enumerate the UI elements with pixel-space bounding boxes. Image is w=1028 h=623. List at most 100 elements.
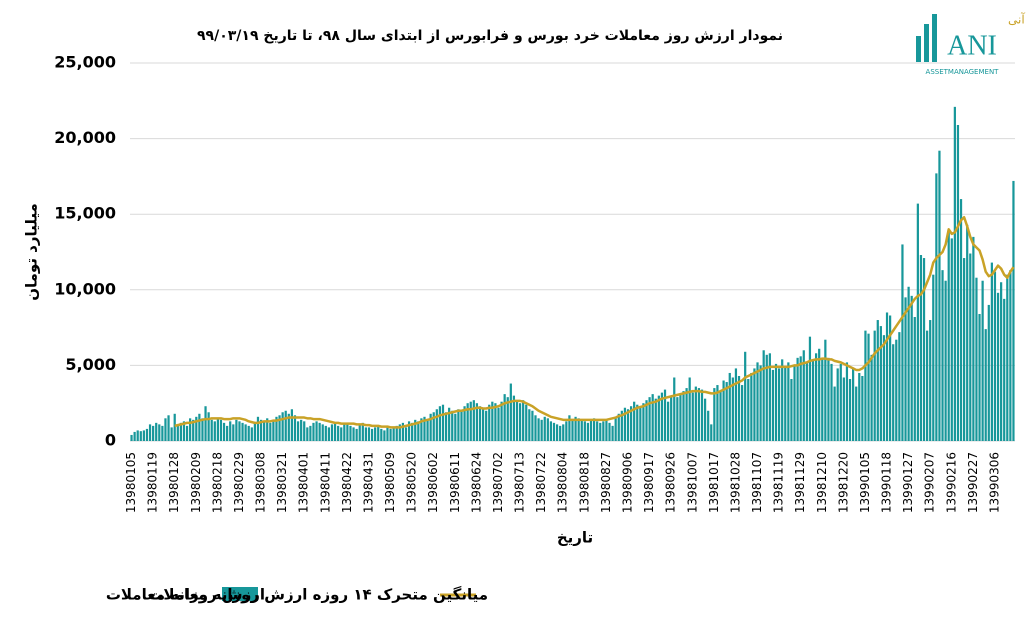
x-tick-label: 13981129: [793, 452, 807, 513]
bar: [978, 313, 981, 441]
x-tick-label: 13980624: [469, 452, 483, 513]
bar: [179, 422, 182, 441]
bar: [599, 422, 602, 441]
bar: [380, 428, 383, 441]
bar: [867, 333, 870, 441]
bar: [367, 427, 371, 441]
bar: [303, 421, 306, 441]
bar: [232, 424, 235, 441]
bar: [1009, 270, 1012, 441]
bar: [395, 425, 398, 441]
x-tick-label: 13980722: [534, 452, 548, 513]
bar: [491, 401, 494, 441]
bar: [182, 421, 186, 441]
bar: [559, 425, 562, 441]
bar: [469, 401, 472, 441]
logo: سبدگردان آنی ANI ASSETMANAGEMENT: [916, 12, 1028, 76]
legend-label: میانگین متحرک ۱۴ روزه ارزش روزانه معاملا…: [148, 586, 488, 604]
bar: [241, 422, 244, 441]
x-tick-label: 13980209: [189, 452, 203, 513]
bar: [666, 401, 670, 441]
bar: [481, 409, 485, 441]
bar: [155, 422, 158, 441]
bar: [263, 421, 266, 441]
x-axis-title: تاریخ: [557, 529, 593, 547]
bar: [148, 424, 152, 441]
bar: [626, 409, 630, 441]
bar: [953, 106, 956, 442]
bar: [389, 428, 392, 441]
bar: [802, 350, 805, 441]
bar: [959, 199, 963, 441]
bar: [219, 419, 223, 441]
bar: [602, 421, 605, 441]
bar: [993, 271, 997, 441]
x-tick-label: 13980611: [448, 452, 462, 513]
bar: [827, 357, 830, 441]
bar: [873, 330, 876, 441]
bar: [503, 394, 506, 441]
bar: [216, 418, 219, 441]
bar: [300, 419, 303, 441]
bar: [256, 416, 260, 441]
bar: [929, 320, 932, 441]
bar: [207, 412, 210, 441]
bar: [814, 353, 818, 441]
bar: [318, 422, 321, 441]
bar: [411, 422, 414, 441]
bar: [522, 400, 525, 441]
bar: [281, 412, 284, 441]
bar: [466, 403, 469, 441]
bar: [377, 425, 380, 441]
x-tick-label: 13990306: [987, 452, 1001, 513]
bar: [682, 391, 685, 441]
bar: [259, 419, 263, 441]
bar: [944, 280, 947, 441]
bar: [605, 419, 608, 441]
bar: [429, 413, 432, 441]
x-tick-label: 13980431: [361, 452, 375, 513]
bar: [235, 419, 238, 441]
bar: [824, 339, 827, 441]
bar: [296, 421, 300, 441]
bar: [697, 388, 701, 441]
bar: [451, 410, 454, 441]
bar: [383, 430, 386, 441]
bar: [996, 292, 1000, 441]
bar: [1000, 282, 1003, 441]
bar: [145, 428, 149, 441]
line: [174, 215, 1015, 429]
bar: [787, 362, 790, 441]
bar: [913, 317, 916, 441]
x-tick-label: 13990118: [880, 452, 894, 513]
bar: [552, 422, 556, 441]
bar: [518, 403, 522, 441]
bar: [352, 427, 355, 441]
bar: [898, 332, 901, 441]
bar: [981, 280, 984, 441]
bar: [444, 412, 448, 441]
bar: [324, 425, 327, 441]
bar: [586, 422, 590, 441]
bar: [963, 258, 966, 441]
bar: [756, 362, 759, 441]
bar: [133, 431, 136, 441]
bar: [636, 404, 639, 441]
bar: [818, 348, 821, 441]
bar: [583, 421, 586, 441]
bar: [648, 397, 651, 441]
bar: [398, 424, 401, 441]
bar: [346, 422, 349, 441]
bar: [759, 365, 762, 441]
bar: [340, 427, 343, 441]
bar: [941, 270, 944, 441]
bar: [407, 421, 411, 441]
bar: [734, 368, 738, 441]
bar: [910, 295, 913, 441]
logo-tagline: ASSETMANAGEMENT: [926, 68, 1000, 76]
x-tick-label: 13980818: [577, 452, 591, 513]
bar: [1003, 298, 1006, 441]
bar: [306, 427, 309, 441]
bar: [355, 428, 358, 441]
